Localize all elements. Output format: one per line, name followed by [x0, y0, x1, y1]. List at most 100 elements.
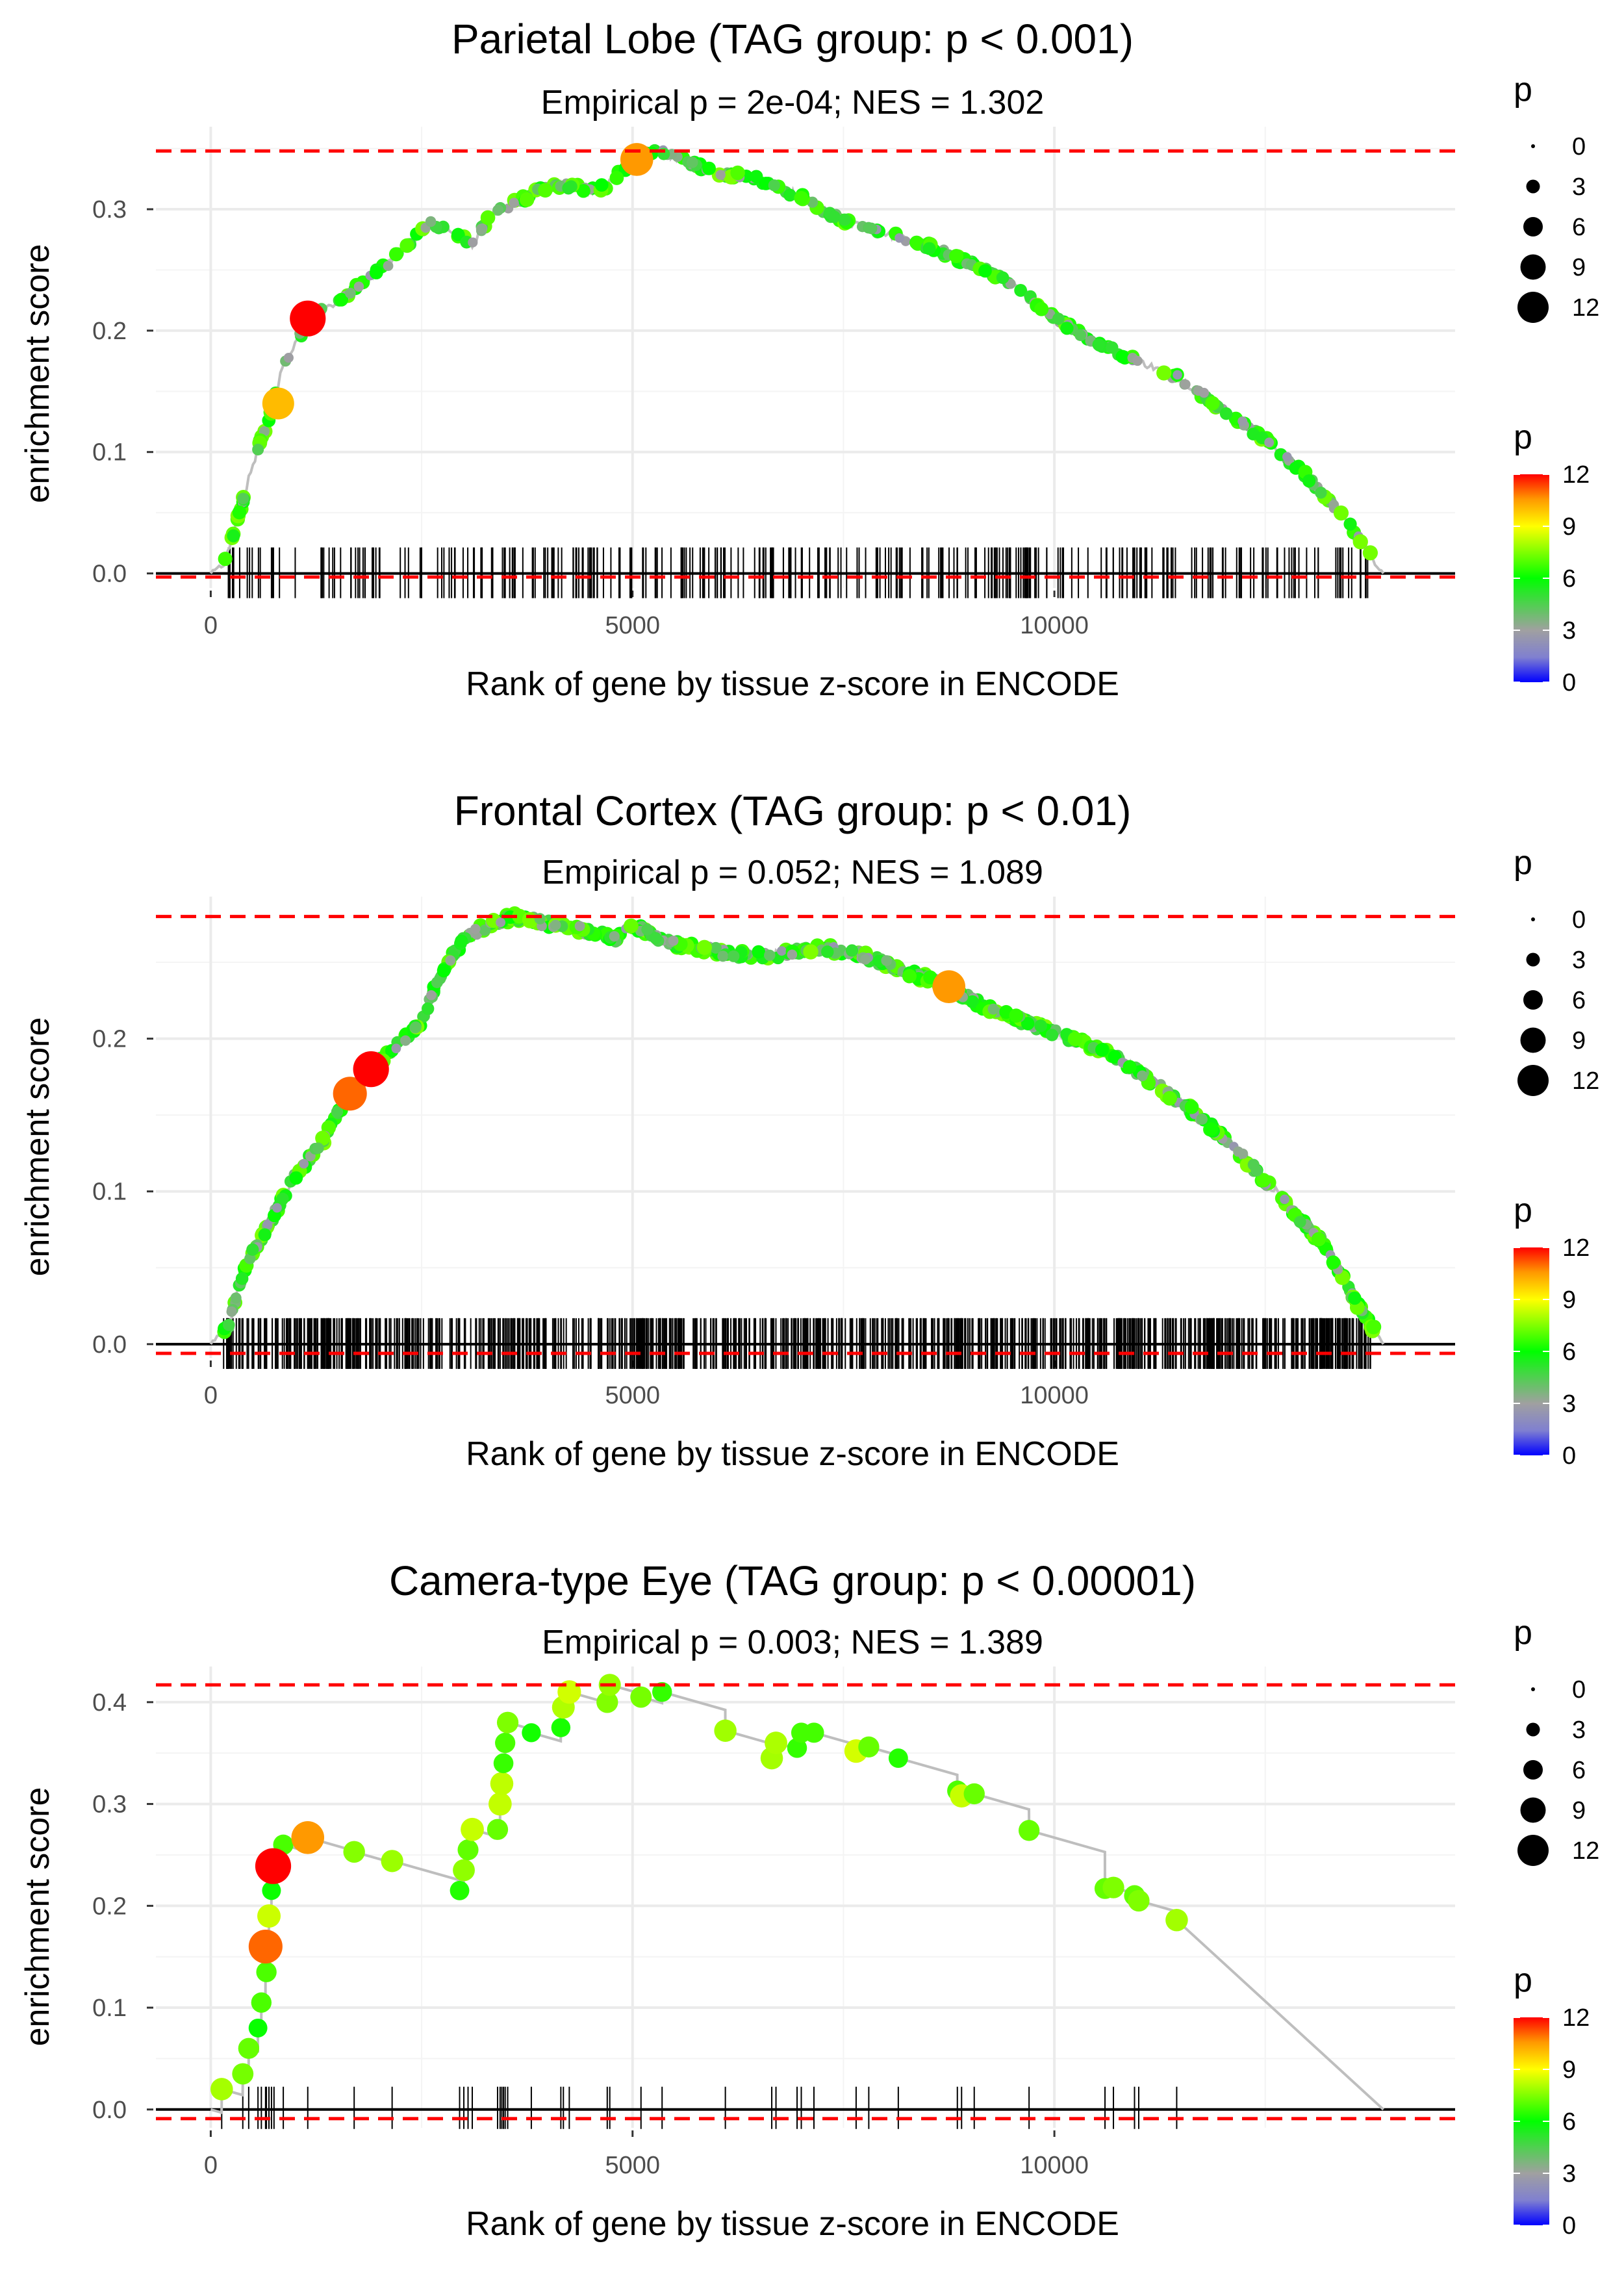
color-legend-label: 0 [1562, 2212, 1576, 2240]
enrichment-point [794, 190, 809, 205]
color-legend-label: 6 [1562, 2108, 1576, 2136]
high-significance-point [932, 970, 966, 1003]
size-legend-dot [1526, 1722, 1540, 1737]
enrichment-point [258, 1228, 272, 1242]
high-significance-point [290, 300, 326, 337]
enrichment-point [828, 211, 841, 224]
enrichment-point [1199, 387, 1210, 398]
enrichment-point [765, 1731, 787, 1754]
enrichment-point [256, 1961, 277, 1982]
enrichment-point [1156, 365, 1172, 381]
enrichment-point [551, 1718, 571, 1737]
size-legend-dot [1517, 292, 1549, 323]
enrichment-point [609, 171, 624, 185]
enrichment-point [1256, 1173, 1271, 1188]
enrichment-point [493, 1753, 514, 1774]
enrichment-point [1348, 1291, 1362, 1305]
enrichment-point [860, 954, 871, 965]
enrichment-point [369, 266, 383, 280]
enrichment-point [1237, 1148, 1249, 1159]
enrichment-point [299, 1158, 309, 1169]
enrichment-point [1034, 1019, 1047, 1032]
y-tick-label: 0.1 [92, 439, 127, 466]
enrichment-point [1315, 487, 1327, 499]
size-legend-dot [1520, 1797, 1546, 1823]
enrichment-point [550, 919, 561, 930]
panel-1-xlabel: Rank of gene by tissue z-score in ENCODE [466, 665, 1119, 703]
enrichment-point [1173, 370, 1182, 380]
size-legend-dot [1517, 1065, 1549, 1096]
enrichment-point [1165, 1909, 1188, 1932]
enrichment-point [1205, 396, 1220, 411]
enrichment-point [210, 2078, 233, 2101]
enrichment-point [461, 1817, 484, 1841]
enrichment-point [1067, 1031, 1083, 1047]
enrichment-point [1282, 452, 1292, 462]
enrichment-point [652, 1681, 672, 1702]
enrichment-point [696, 939, 712, 955]
size-legend-label: 6 [1572, 214, 1586, 241]
enrichment-point [1343, 517, 1357, 531]
panel-parietal-lobe: Parietal Lobe (TAG group: p < 0.001) Emp… [19, 16, 1599, 703]
enrichment-point [445, 955, 456, 966]
enrichment-point [272, 1203, 282, 1213]
enrichment-point [863, 222, 874, 234]
panel-2-title: Frontal Cortex (TAG group: p < 0.01) [454, 787, 1132, 834]
enrichment-point [715, 170, 726, 180]
size-legend-dot [1523, 990, 1543, 1010]
enrichment-point [1294, 1216, 1306, 1228]
enrichment-point [596, 1691, 618, 1713]
enrichment-point [257, 1904, 281, 1928]
enrichment-point [630, 1686, 652, 1708]
enrichment-point [468, 237, 478, 248]
enrichment-point [1074, 329, 1087, 341]
enrichment-point [289, 1171, 303, 1185]
enrichment-point [1237, 416, 1248, 426]
enrichment-point [232, 505, 247, 520]
enrichment-point [431, 976, 443, 988]
enrichment-point [1184, 1100, 1199, 1114]
enrichment-point [312, 1142, 324, 1155]
enrichment-point [783, 188, 796, 202]
y-tick-label: 0.2 [92, 318, 127, 345]
enrichment-curve [209, 147, 1385, 574]
size-legend-dot [1531, 917, 1535, 921]
color-legend-label: 0 [1562, 1442, 1576, 1470]
enrichment-point [1264, 437, 1275, 448]
size-legend-label: 9 [1572, 1797, 1586, 1824]
size-legend-label: 12 [1572, 1837, 1599, 1865]
enrichment-point [845, 944, 859, 957]
enrichment-point [668, 936, 679, 946]
enrichment-point [562, 182, 575, 195]
y-tick-label: 0.0 [92, 1331, 127, 1359]
enrichment-point [728, 950, 740, 962]
x-tick-label: 5000 [605, 612, 660, 639]
size-legend-dot [1526, 952, 1540, 967]
enrichment-point [222, 1318, 235, 1331]
enrichment-point [1106, 341, 1119, 354]
size-legend-dot [1523, 217, 1543, 236]
enrichment-point [383, 261, 394, 272]
enrichment-point [1115, 350, 1130, 364]
enrichment-point [437, 964, 451, 978]
enrichment-point [353, 281, 364, 292]
enrichment-point [238, 2038, 260, 2059]
size-legend-label: 12 [1572, 1067, 1599, 1095]
enrichment-point [237, 492, 249, 505]
size-legend-label: 9 [1572, 254, 1586, 281]
y-tick-label: 0.3 [92, 196, 127, 224]
enrichment-point [1021, 1017, 1035, 1030]
size-legend-title: p [1514, 1614, 1532, 1652]
color-legend-label: 12 [1562, 461, 1590, 489]
color-legend-label: 9 [1562, 1286, 1576, 1314]
enrichment-point [1132, 355, 1143, 366]
enrichment-point [1302, 474, 1316, 488]
enrichment-point [1045, 1028, 1059, 1041]
panel-camera-type-eye: Camera-type Eye (TAG group: p < 0.00001)… [19, 1557, 1599, 2243]
enrichment-point [881, 955, 893, 966]
enrichment-point [686, 157, 698, 168]
panel-1-title: Parietal Lobe (TAG group: p < 0.001) [451, 16, 1134, 62]
enrichment-point [641, 923, 653, 936]
enrichment-point [1204, 1122, 1219, 1136]
enrichment-point [315, 1131, 331, 1146]
